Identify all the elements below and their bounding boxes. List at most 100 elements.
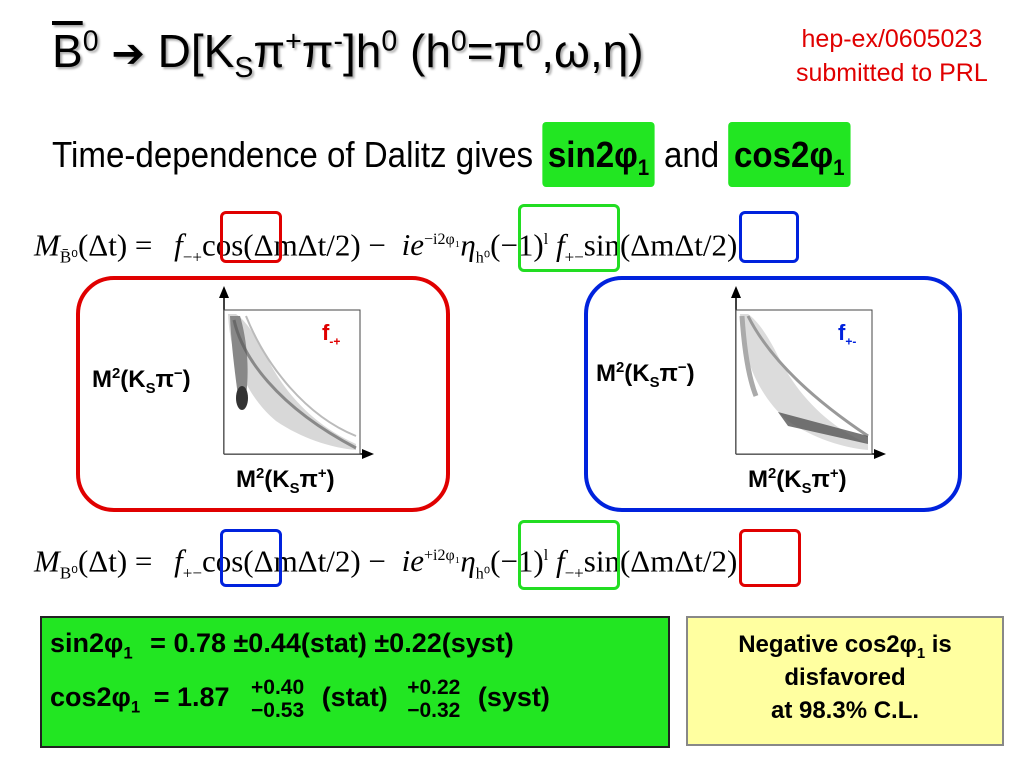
title-h2-sup: 0 [450,25,467,58]
right-f-label: f+- [838,320,856,348]
left-y-close: ) [182,366,191,393]
left-y-m: M [92,366,112,393]
right-y-pi: π [659,360,678,387]
syst-word: (syst) [477,682,550,713]
highlight-sin-sub: 1 [637,155,650,181]
result-cos-value: = 1.87 [153,682,230,713]
title-paren: (h [410,25,451,77]
note-line3: at 98.3% C.L. [770,697,920,724]
result-cos: cos2φ1 = 1.87 +0.40 −0.53 (stat) +0.22 −0.… [50,676,550,722]
reference-arxiv: hep-ex/0605023 [801,25,983,53]
right-x-pi-sup: + [829,466,839,482]
left-x-axis-label: M2(KSπ+) [236,466,335,497]
right-f-text: f [838,320,846,345]
left-y-sub: S [145,380,156,397]
syst-error: +0.22 −0.32 [407,676,460,722]
eq-bot-f2-sub: −+ [564,563,584,583]
note-line1-sub: 1 [916,645,926,662]
title-pi2: π [301,25,334,77]
eq-bot-sign: (−1) [490,543,544,579]
result-sin-sub: 1 [123,643,133,663]
reference: hep-ex/0605023 submitted to PRL [796,22,988,90]
highlight-sin: sin2φ1 [542,122,655,187]
right-x-k: (K [776,466,802,493]
right-y-m: M [596,360,616,387]
left-f-sub: -+ [329,334,341,349]
left-y-k: (K [120,366,146,393]
left-x-close: ) [326,466,335,493]
subtitle-text: Time-dependence of Dalitz gives [52,134,534,175]
title-pi0-sup: 0 [525,25,542,58]
left-x-sup: 2 [256,466,265,482]
right-y-close: ) [686,360,695,387]
eq-bot-phase-box [518,520,620,590]
title-pi2-sup: - [333,25,344,58]
highlight-cos-sub: 1 [833,155,845,181]
eq-top-lhs-sub: B̄⁰ [59,247,78,267]
note-box: Negative cos2φ1 is disfavored at 98.3% C… [686,616,1004,746]
title-pi1: π [253,25,286,77]
eq-top-lhs-arg: (Δt) = [77,227,153,263]
left-y-sup: 2 [112,366,121,382]
right-y-axis-label: M2(KSπ−) [596,360,695,390]
left-x-pi: π [299,466,318,493]
left-y-pi: π [155,366,174,393]
right-x-sup: 2 [768,466,777,482]
title-ks-sub: S [234,52,254,85]
right-y-k: (K [624,360,650,387]
highlight-cos: cos2φ1 [728,122,851,187]
eq-bot-ie-sup: +i2φ₁ [424,547,461,564]
eq-top-sign: (−1) [490,227,544,263]
right-f-sub: +- [845,334,857,349]
result-sin: sin2φ1 = 0.78 ±0.44(stat) ±0.22(syst) [50,628,514,663]
eq-top-f2: f [555,227,565,263]
title-h-sup: 0 [381,25,398,58]
right-x-sub: S [801,480,812,497]
left-x-pi-sup: + [317,466,327,482]
right-x-pi: π [811,466,830,493]
right-x-m: M [748,466,768,493]
eq-top-eta-sub: h⁰ [475,249,491,267]
eq-bot-f-pm-box [220,529,282,587]
right-dalitz-panel [584,276,962,512]
left-x-k: (K [264,466,290,493]
eq-bot-f-mp-box [739,529,801,587]
eq-bot-sign-sup: l [543,547,549,564]
stat-up: +0.40 [251,676,305,699]
stat-error: +0.40 −0.53 [251,676,304,722]
results-box: sin2φ1 = 0.78 ±0.44(stat) ±0.22(syst) co… [40,616,670,748]
title-eq-pi: =π [466,25,526,77]
result-cos-label: cos2φ [50,682,131,713]
eq-top-eta: η [460,227,476,263]
eq-bot-lhs: M [34,543,60,579]
equation-top: MB̄⁰(Δt) = f−+cos(ΔmΔt/2) − ie−i2φ₁ηh⁰(−… [34,220,737,279]
equation-bottom: MB⁰(Δt) = f+−cos(ΔmΔt/2) − ie+i2φ₁ηh⁰(−1… [34,536,737,595]
eq-top-phase-box [518,204,620,272]
eq-bot-eta: η [460,543,476,579]
eq-bot-f2: f [555,543,565,579]
eq-bot-f1: f [174,543,183,579]
eq-top-lhs: M [34,227,60,263]
eq-bot-sin: sin(ΔmΔt/2) [583,543,738,579]
note-line1-a: Negative cos2φ [738,631,917,658]
note-line1-b: is [925,631,952,658]
eq-top-f2-sub: +− [564,247,584,267]
right-x-close: ) [838,466,847,493]
note-line2: disfavored [784,664,906,691]
eq-top-sign-sup: l [543,231,549,248]
reference-status: submitted to PRL [796,59,988,87]
right-y-sup: 2 [616,360,625,376]
eq-bot-lhs-arg: (Δt) = [77,543,153,579]
highlight-sin-text: sin2φ [547,134,638,175]
left-x-sub: S [289,480,300,497]
eq-top-f1-sub: −+ [182,247,202,267]
title-h: ]h [343,25,382,77]
result-sin-value: = 0.78 ±0.44(stat) ±0.22(syst) [150,628,514,658]
slide-title: B0 ➔ D[KSπ+π-]h0 (h0=π0,ω,η) [52,25,644,82]
title-b-sup: 0 [82,25,99,58]
left-y-axis-label: M2(KSπ−) [92,366,191,397]
eq-top-ie-sup: −i2φ₁ [424,231,461,248]
right-x-axis-label: M2(KSπ+) [748,466,847,497]
left-y-pi-sup: − [173,366,183,382]
eq-top-f1: f [174,227,183,263]
